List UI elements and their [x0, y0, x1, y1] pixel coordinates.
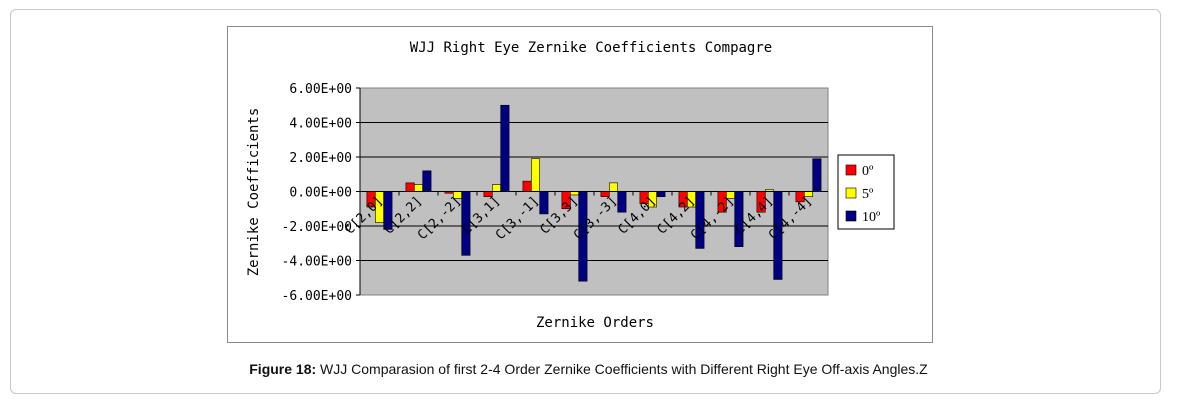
- bar-series-2: [414, 184, 424, 192]
- chart-svg: WJJ Right Eye Zernike Coefficients Compa…: [246, 40, 895, 331]
- legend-swatch: [845, 187, 857, 199]
- caption-text: WJJ Comparasion of first 2-4 Order Zerni…: [320, 361, 928, 377]
- bar-series-2: [569, 191, 579, 196]
- y-tick-label: 6.00E+00: [289, 82, 352, 97]
- legend-swatch: [845, 210, 857, 222]
- y-tick-label: -2.00E+00: [282, 220, 352, 235]
- legend-label: 10º: [862, 210, 881, 225]
- legend-label: 0º: [862, 164, 874, 179]
- y-axis-label: Zernike Coefficients: [246, 108, 262, 277]
- bar-series-1: [405, 182, 415, 192]
- bar-series-3: [539, 191, 549, 215]
- bar-series-2: [491, 184, 501, 192]
- plot-area: 6.00E+00 4.00E+00 2.00E+00 0.00E+00 -2.00E+0…: [282, 82, 829, 304]
- y-tick-label: -4.00E+00: [282, 255, 352, 270]
- legend-label: 5º: [862, 187, 874, 202]
- y-tick-label: 2.00E+00: [289, 151, 352, 166]
- bar-series-3: [500, 104, 510, 192]
- bar-series-2: [530, 158, 540, 192]
- figure-caption: Figure 18: WJJ Comparasion of first 2-4 …: [0, 361, 1177, 377]
- bar-series-3: [422, 170, 432, 192]
- y-tick-label: 0.00E+00: [289, 186, 352, 201]
- bar-series-1: [522, 180, 532, 192]
- legend-swatch: [845, 164, 857, 176]
- y-tick-label: 4.00E+00: [289, 117, 352, 132]
- bar-series-3: [617, 191, 627, 213]
- y-tick-label: -6.00E+00: [282, 289, 352, 304]
- bar-series-2: [608, 182, 618, 192]
- caption-label: Figure 18:: [249, 361, 317, 377]
- bar-series-3: [812, 158, 822, 192]
- legend: 0º 5º 10º: [837, 154, 895, 230]
- chart-container: WJJ Right Eye Zernike Coefficients Compa…: [227, 26, 933, 343]
- chart-title: WJJ Right Eye Zernike Coefficients Compa…: [410, 40, 772, 56]
- x-axis-label: Zernike Orders: [536, 315, 654, 331]
- bar-series-3: [656, 191, 666, 197]
